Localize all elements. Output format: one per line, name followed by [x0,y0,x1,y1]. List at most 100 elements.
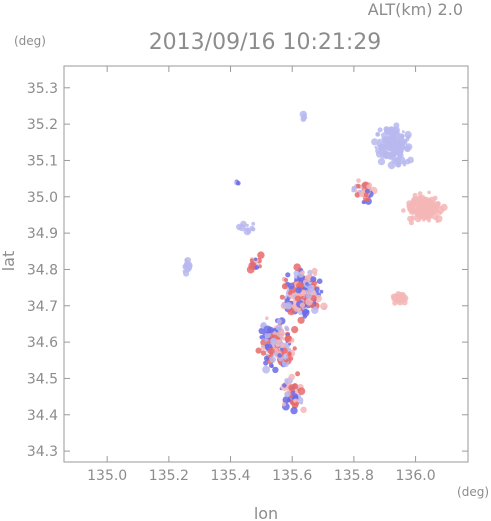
data-point [311,306,319,315]
data-point [316,278,323,285]
data-point [290,406,298,415]
data-point [395,146,402,153]
x-tick-label: 135.2 [149,468,189,484]
y-tick-label: 34.8 [27,262,58,278]
y-tick-label: 34.3 [27,444,58,460]
data-point [263,355,270,361]
data-point [305,292,312,299]
data-point [401,130,405,134]
data-point [279,294,285,300]
data-point [314,286,320,292]
x-tick-label: 135.0 [87,468,127,484]
data-point [253,257,258,261]
chart-title: 2013/09/16 10:21:29 [149,30,382,55]
data-point [185,265,192,272]
header-label: ALT(km) 2.0 [368,0,463,19]
data-point [285,272,291,278]
data-point [356,178,361,183]
data-point [294,278,298,282]
data-point [417,214,423,220]
data-point [311,281,315,286]
data-point [307,284,315,292]
data-point [401,208,406,213]
data-point [363,192,369,198]
data-point [433,195,438,201]
data-point [275,324,283,331]
data-point [243,227,252,236]
data-point [436,202,440,206]
x-tick-label: 135.4 [210,468,250,484]
data-point [300,401,304,405]
data-point [257,251,265,259]
data-point [410,215,416,221]
data-point [319,289,324,294]
data-point [287,282,295,290]
data-point [258,327,265,335]
data-point [288,373,295,381]
data-point [311,267,318,274]
x-tick-label: 135.8 [334,468,374,484]
data-point [276,318,282,325]
x-tick-label: 136.0 [396,468,436,484]
x-unit-label: (deg) [457,485,489,499]
y-tick-label: 34.9 [27,226,58,242]
data-point [240,220,247,228]
data-point [267,347,275,355]
data-point [440,203,448,211]
data-point [412,192,418,198]
y-tick-label: 34.6 [27,335,58,351]
y-tick-label: 35.1 [27,153,58,169]
data-point [255,347,262,354]
data-point [417,202,426,211]
data-point [387,161,396,170]
y-tick-label: 35.0 [27,190,58,206]
data-point [282,383,287,388]
data-point [265,316,269,321]
x-axis: 135.0 135.2 135.4 135.6 135.8 136.0 [87,66,436,484]
data-point [356,183,361,189]
data-point [374,145,378,149]
data-point [402,140,408,146]
data-point [401,145,407,151]
data-point [379,152,387,159]
data-point [251,221,256,226]
data-point [364,188,370,194]
data-point [295,287,302,294]
data-point [320,302,328,311]
data-point [287,307,295,316]
data-point [284,391,291,398]
data-point [371,138,379,146]
data-point [291,326,299,334]
data-point [295,371,301,377]
data-point [430,201,437,208]
data-point [289,295,294,299]
data-point [375,132,380,137]
data-point [425,202,430,206]
data-point [284,380,289,385]
data-point [294,401,299,406]
data-point [262,365,270,374]
data-point [270,364,274,368]
data-point [354,192,361,198]
data-point [248,261,257,270]
x-axis-label: lon [254,504,278,521]
data-point [407,156,414,164]
data-point [284,278,289,282]
data-point [391,155,395,159]
y-tick-label: 35.3 [27,81,58,97]
data-point [261,344,265,348]
data-point [270,337,277,345]
data-point [435,215,443,223]
data-point [297,316,305,324]
data-point [249,258,254,263]
data-point [397,152,404,159]
data-point [284,335,292,342]
data-point [386,152,392,158]
data-point [366,184,372,189]
data-point [402,160,406,165]
data-point [390,132,397,139]
data-point [306,309,310,314]
data-point [293,263,302,272]
data-point [260,350,267,356]
